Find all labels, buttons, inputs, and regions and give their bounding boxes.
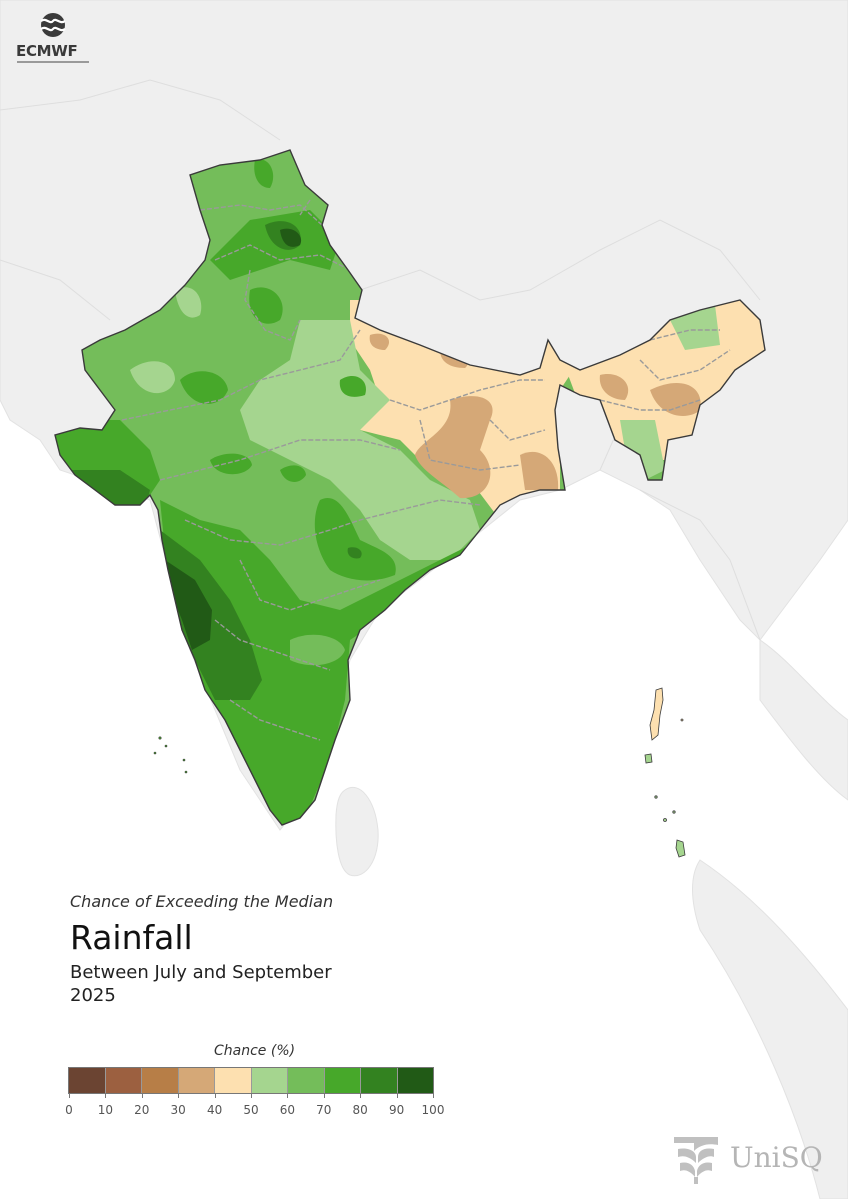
ecmwf-name: ECMWF bbox=[16, 42, 78, 60]
legend-tick bbox=[251, 1093, 252, 1098]
period: Between July and September 2025 bbox=[70, 961, 332, 1007]
legend-tick-label: 90 bbox=[388, 1103, 405, 1117]
legend-tick bbox=[360, 1093, 362, 1098]
legend-tick bbox=[141, 1093, 143, 1098]
zone-60-70-inset bbox=[290, 634, 345, 666]
legend-colorbar bbox=[68, 1067, 434, 1094]
legend-tick bbox=[105, 1093, 107, 1098]
period-line-1: Between July and September bbox=[70, 962, 332, 983]
legend-tick bbox=[323, 1093, 325, 1098]
legend-tick-label: 50 bbox=[243, 1103, 259, 1117]
legend-tick-label: 40 bbox=[206, 1103, 223, 1117]
unisq-logo-icon bbox=[674, 1137, 718, 1184]
legend-swatch bbox=[178, 1068, 215, 1093]
legend-swatch bbox=[397, 1068, 433, 1093]
ecmwf-logo: ECMWF bbox=[14, 12, 94, 72]
zone-90-100 bbox=[165, 228, 302, 650]
period-line-2: 2025 bbox=[70, 985, 116, 1006]
legend-tick-label: 30 bbox=[170, 1103, 186, 1117]
legend-tick bbox=[214, 1093, 216, 1098]
legend-tick-label: 0 bbox=[65, 1103, 73, 1117]
ecmwf-logo-icon bbox=[40, 13, 66, 37]
legend-swatch bbox=[142, 1068, 179, 1093]
lakshadweep-islands bbox=[153, 736, 188, 774]
map-title: Rainfall bbox=[70, 918, 193, 957]
zone-70-80 bbox=[55, 159, 480, 825]
colorbar-legend: Chance (%) 0 10 20 30 40 50 60 70 80 90 100 bbox=[58, 1040, 458, 1130]
andaman-islands bbox=[644, 687, 686, 858]
legend-tick-label: 10 bbox=[97, 1103, 114, 1117]
legend-tick bbox=[69, 1093, 70, 1098]
unisq-logo: UniSQ bbox=[672, 1133, 832, 1189]
legend-swatch bbox=[288, 1068, 325, 1093]
legend-tick-label: 80 bbox=[352, 1103, 368, 1117]
legend-swatch bbox=[215, 1068, 252, 1093]
legend-tick-label: 100 bbox=[421, 1103, 445, 1117]
legend-tick-label: 70 bbox=[316, 1103, 332, 1117]
legend-tick bbox=[178, 1093, 180, 1098]
legend-swatch bbox=[105, 1068, 142, 1093]
legend-swatch bbox=[251, 1068, 288, 1093]
legend-swatch bbox=[69, 1068, 106, 1093]
legend-swatch bbox=[361, 1068, 398, 1093]
legend-tick bbox=[396, 1093, 398, 1098]
ecmwf-tagline-line bbox=[17, 61, 89, 63]
legend-swatch bbox=[324, 1068, 361, 1093]
legend-tick-label: 60 bbox=[279, 1103, 296, 1117]
map-subtitle: Chance of Exceeding the Median bbox=[70, 892, 334, 911]
legend-ticks: 0 10 20 30 40 50 60 70 80 90 100 bbox=[65, 1093, 444, 1123]
state-borders bbox=[121, 199, 731, 741]
legend-tick bbox=[287, 1093, 289, 1098]
legend-title: Chance (%) bbox=[214, 1043, 296, 1059]
legend-tick bbox=[433, 1093, 434, 1098]
legend-tick-label: 20 bbox=[134, 1103, 150, 1117]
unisq-name: UniSQ bbox=[730, 1141, 823, 1174]
